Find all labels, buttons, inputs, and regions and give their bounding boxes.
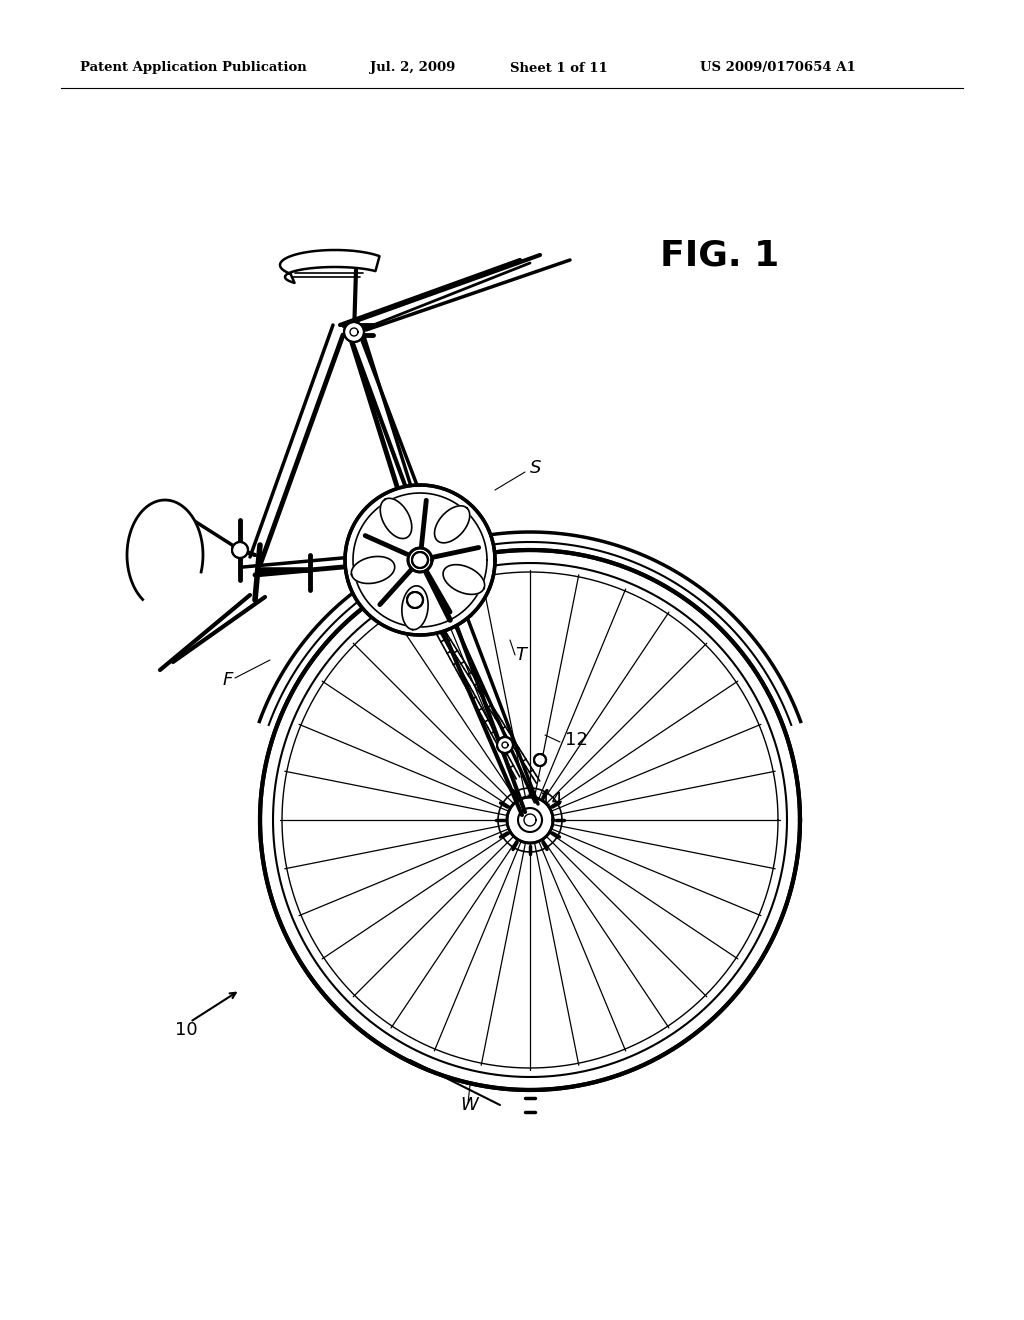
Polygon shape [280, 249, 380, 282]
Text: US 2009/0170654 A1: US 2009/0170654 A1 [700, 62, 856, 74]
Text: F: F [223, 671, 233, 689]
Polygon shape [407, 591, 423, 609]
Text: T: T [515, 645, 526, 664]
Polygon shape [401, 586, 428, 630]
Polygon shape [507, 797, 553, 843]
Polygon shape [260, 550, 800, 1090]
Text: Jul. 2, 2009: Jul. 2, 2009 [370, 62, 456, 74]
Text: Patent Application Publication: Patent Application Publication [80, 62, 307, 74]
Polygon shape [434, 506, 470, 543]
Text: S: S [530, 459, 542, 477]
Polygon shape [412, 552, 428, 568]
Polygon shape [127, 500, 203, 599]
Text: C: C [370, 581, 383, 599]
Polygon shape [408, 548, 432, 572]
Polygon shape [351, 557, 394, 583]
Polygon shape [345, 484, 495, 635]
Polygon shape [380, 499, 412, 539]
Polygon shape [534, 754, 546, 766]
Text: 14: 14 [540, 791, 563, 809]
Text: 10: 10 [175, 1020, 198, 1039]
Text: Sheet 1 of 11: Sheet 1 of 11 [510, 62, 608, 74]
Polygon shape [497, 737, 513, 752]
Polygon shape [232, 543, 248, 558]
Text: W: W [460, 1096, 478, 1114]
Polygon shape [443, 565, 484, 594]
Polygon shape [344, 322, 364, 342]
Text: FIG. 1: FIG. 1 [660, 238, 779, 272]
Text: 12: 12 [565, 731, 588, 748]
